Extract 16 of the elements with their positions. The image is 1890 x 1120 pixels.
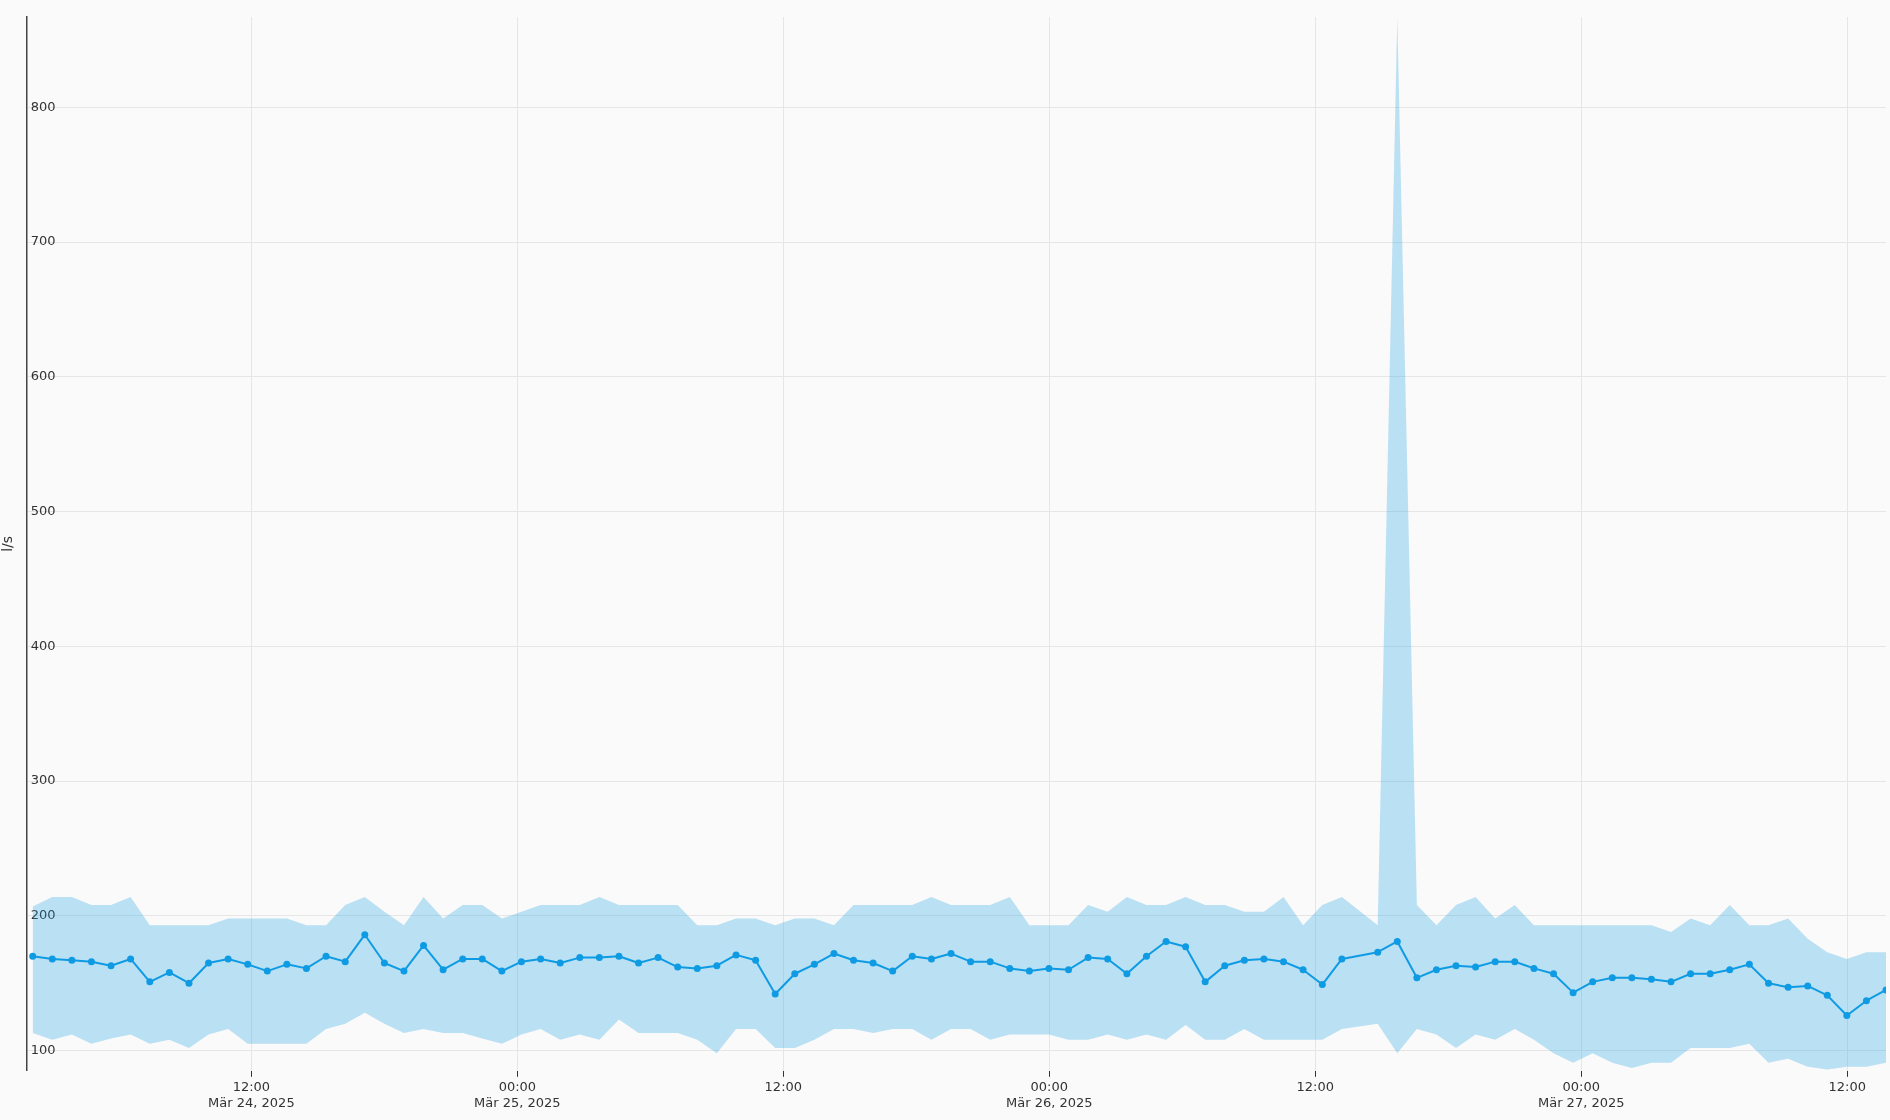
y-tick-label: 300 [30,772,56,788]
y-tick-label: 100 [30,1041,56,1057]
x-tick-label: 12:00 [1296,1078,1335,1094]
x-tick-label: 00:00 Mär 27, 2025 [1537,1078,1625,1110]
x-tick-label: 00:00 Mär 25, 2025 [474,1078,561,1110]
x-tick-label: 00:00 Mär 26, 2025 [1006,1078,1093,1110]
x-tick-label: 12:00 [1828,1078,1866,1094]
y-tick-label: 500 [30,502,56,518]
y-tick-label: 600 [30,368,56,384]
y-axis-title: l/s [0,535,16,552]
x-tick-label: 12:00 Mär 24, 2025 [208,1078,295,1110]
y-tick-label: 200 [30,907,56,923]
y-tick-label: 700 [30,233,56,249]
y-tick-label: 800 [30,98,56,114]
y-tick-label: 400 [30,637,56,653]
x-tick-label: 12:00 [764,1078,803,1094]
